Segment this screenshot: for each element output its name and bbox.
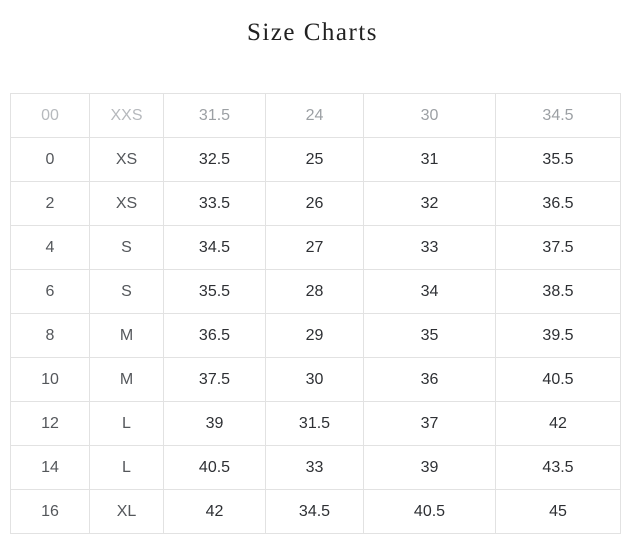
measurement-cell: 42 [163,489,266,534]
measurement-cell: 35.5 [495,137,621,182]
size-letter-cell: L [89,401,164,446]
size-letter-cell: XS [89,181,164,226]
measurement-cell: 33 [265,445,364,490]
table-row: 8 M 36.5 29 35 39.5 [10,313,621,358]
measurement-cell: 24 [265,93,364,138]
size-letter-cell: XXS [89,93,164,138]
size-letter-cell: S [89,269,164,314]
measurement-cell: 40.5 [495,357,621,402]
table-row: 12 L 39 31.5 37 42 [10,401,621,446]
table-row: 2 XS 33.5 26 32 36.5 [10,181,621,226]
table-row: 6 S 35.5 28 34 38.5 [10,269,621,314]
size-numeric-cell: 6 [10,269,90,314]
size-numeric-cell: 0 [10,137,90,182]
measurement-cell: 28 [265,269,364,314]
table-row: 10 M 37.5 30 36 40.5 [10,357,621,402]
size-numeric-cell: 2 [10,181,90,226]
measurement-cell: 26 [265,181,364,226]
measurement-cell: 36 [363,357,496,402]
measurement-cell: 27 [265,225,364,270]
measurement-cell: 30 [265,357,364,402]
size-letter-cell: S [89,225,164,270]
table-row: 00 XXS 31.5 24 30 34.5 [10,93,621,138]
measurement-cell: 34.5 [495,93,621,138]
measurement-cell: 36.5 [163,313,266,358]
measurement-cell: 31 [363,137,496,182]
size-chart-body: 00 XXS 31.5 24 30 34.5 0 XS 32.5 25 31 35.5 2 XS 33.5 2… [10,93,621,534]
measurement-cell: 39 [163,401,266,446]
measurement-cell: 25 [265,137,364,182]
size-numeric-cell: 12 [10,401,90,446]
measurement-cell: 30 [363,93,496,138]
measurement-cell: 36.5 [495,181,621,226]
size-chart-table: 00 XXS 31.5 24 30 34.5 0 XS 32.5 25 31 35.5 2 XS 33.5 2… [10,93,621,534]
size-numeric-cell: 10 [10,357,90,402]
size-numeric-cell: 16 [10,489,90,534]
measurement-cell: 39.5 [495,313,621,358]
measurement-cell: 35 [363,313,496,358]
measurement-cell: 45 [495,489,621,534]
size-numeric-cell: 8 [10,313,90,358]
size-letter-cell: M [89,313,164,358]
measurement-cell: 29 [265,313,364,358]
table-row: 16 XL 42 34.5 40.5 45 [10,489,621,534]
size-letter-cell: L [89,445,164,490]
size-numeric-cell: 14 [10,445,90,490]
size-letter-cell: M [89,357,164,402]
measurement-cell: 34.5 [163,225,266,270]
measurement-cell: 38.5 [495,269,621,314]
measurement-cell: 31.5 [265,401,364,446]
size-numeric-cell: 4 [10,225,90,270]
measurement-cell: 34.5 [265,489,364,534]
measurement-cell: 34 [363,269,496,314]
table-row: 0 XS 32.5 25 31 35.5 [10,137,621,182]
measurement-cell: 37.5 [163,357,266,402]
measurement-cell: 43.5 [495,445,621,490]
measurement-cell: 32 [363,181,496,226]
measurement-cell: 33.5 [163,181,266,226]
measurement-cell: 32.5 [163,137,266,182]
measurement-cell: 40.5 [163,445,266,490]
size-letter-cell: XS [89,137,164,182]
page-title: Size Charts [246,19,379,46]
measurement-cell: 37.5 [495,225,621,270]
size-numeric-cell: 00 [10,93,90,138]
measurement-cell: 37 [363,401,496,446]
measurement-cell: 33 [363,225,496,270]
measurement-cell: 39 [363,445,496,490]
table-row: 14 L 40.5 33 39 43.5 [10,445,621,490]
measurement-cell: 40.5 [363,489,496,534]
measurement-cell: 42 [495,401,621,446]
measurement-cell: 31.5 [163,93,266,138]
size-letter-cell: XL [89,489,164,534]
table-row: 4 S 34.5 27 33 37.5 [10,225,621,270]
measurement-cell: 35.5 [163,269,266,314]
